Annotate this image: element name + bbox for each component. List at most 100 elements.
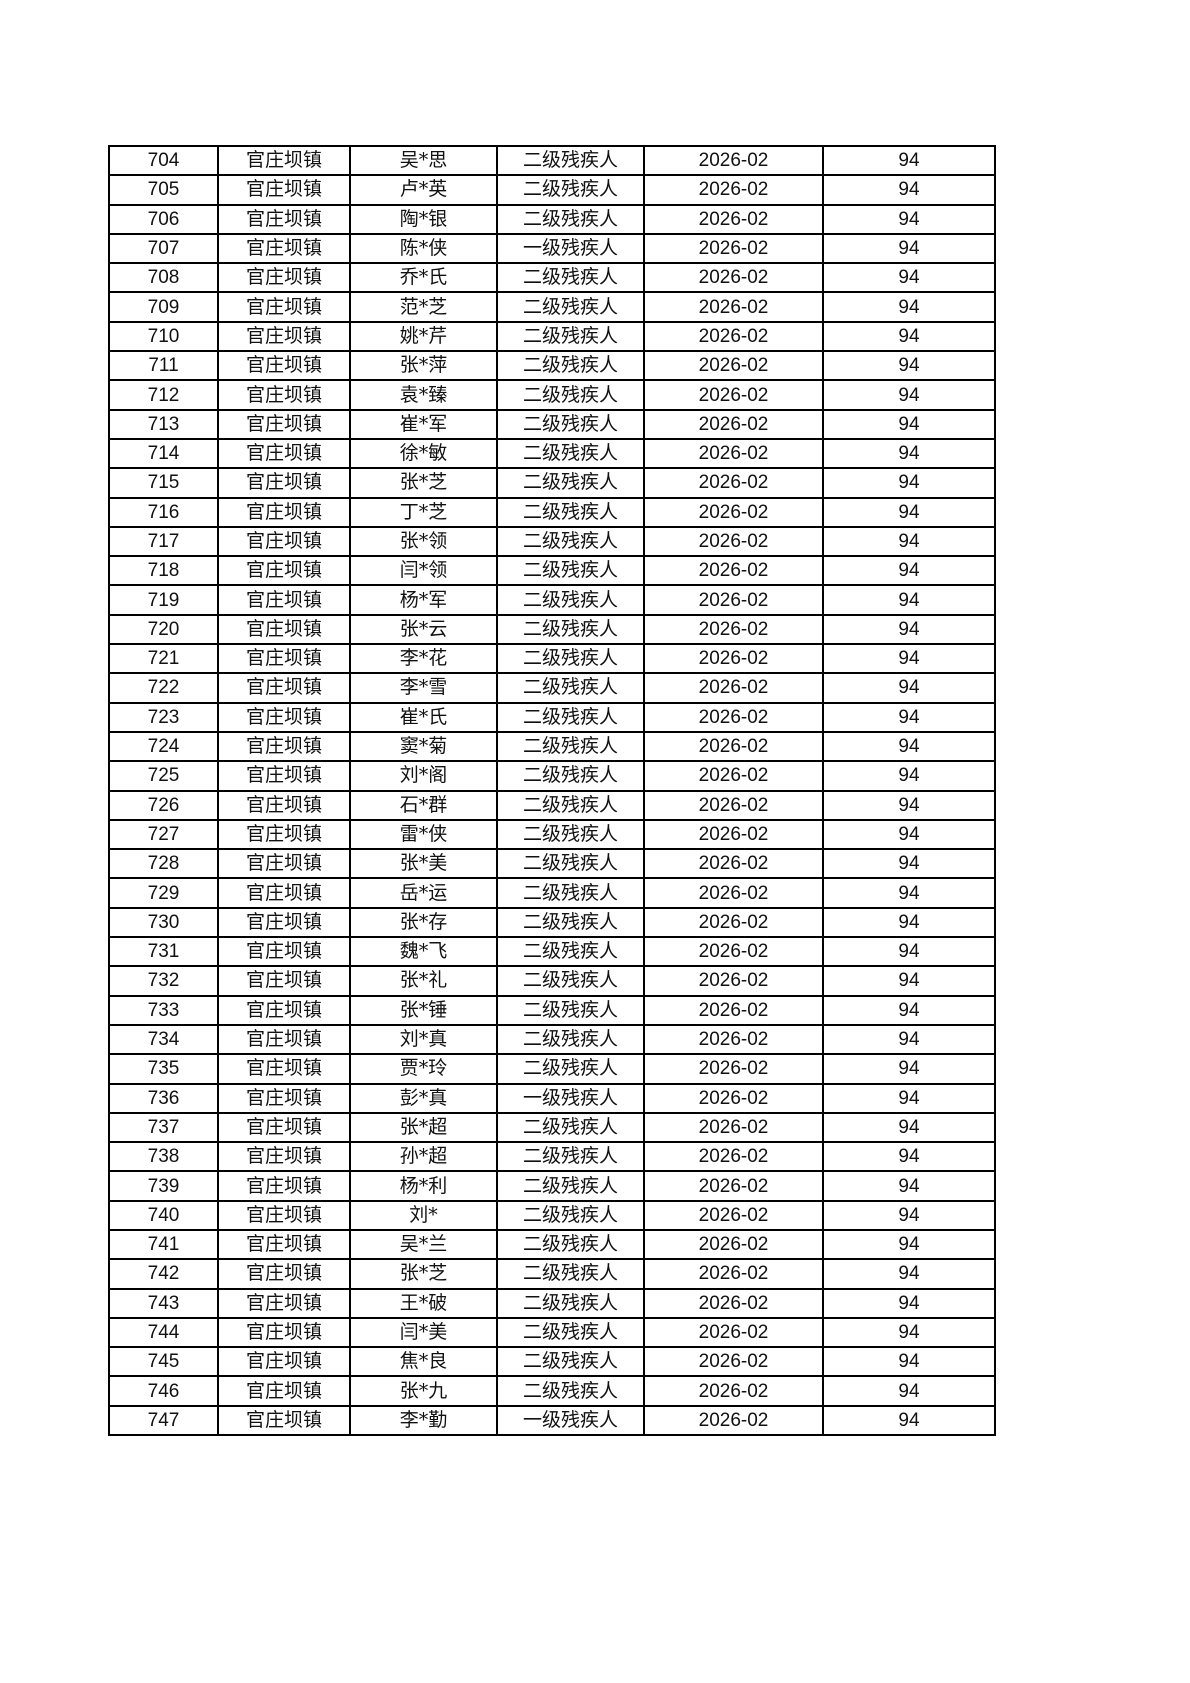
month-cell: 2026-02: [643, 584, 824, 616]
name-cell: 崔*军: [349, 408, 498, 440]
name-cell: 贾*玲: [349, 1053, 498, 1085]
month-cell: 2026-02: [643, 701, 824, 733]
name-cell: 吴*思: [349, 144, 498, 177]
town-cell: 官庄坝镇: [217, 1023, 351, 1056]
month-cell: 2026-02: [643, 643, 824, 675]
name-cell: 张*萍: [349, 350, 498, 382]
name-cell: 刘*阁: [349, 760, 498, 792]
name-cell: 岳*运: [349, 877, 498, 909]
month-cell: 2026-02: [643, 1316, 824, 1349]
index-cell: 712: [108, 379, 219, 411]
amount-cell: 94: [822, 1199, 996, 1231]
month-cell: 2026-02: [643, 613, 824, 646]
month-cell: 2026-02: [643, 408, 824, 440]
disability-level-cell: 二级残疾人: [496, 320, 645, 353]
index-cell: 705: [108, 174, 219, 206]
table-body: 704 官庄坝镇 吴*思 二级残疾人 2026-02 94 705 官庄坝镇 卢*英 二级残疾人 2…: [108, 144, 996, 1437]
amount-cell: 94: [822, 467, 996, 499]
name-cell: 杨*军: [349, 584, 498, 616]
table-row: 711 官庄坝镇 张*萍 二级残疾人 2026-02 94: [108, 350, 996, 382]
table-row: 744 官庄坝镇 闫*美 二级残疾人 2026-02 94: [108, 1316, 996, 1349]
disability-level-cell: 二级残疾人: [496, 1170, 645, 1202]
disability-level-cell: 二级残疾人: [496, 760, 645, 792]
month-cell: 2026-02: [643, 320, 824, 353]
town-cell: 官庄坝镇: [217, 203, 351, 235]
table-row: 714 官庄坝镇 徐*敏 二级残疾人 2026-02 94: [108, 437, 996, 470]
table-row: 712 官庄坝镇 袁*臻 二级残疾人 2026-02 94: [108, 379, 996, 411]
amount-cell: 94: [822, 848, 996, 880]
town-cell: 官庄坝镇: [217, 1316, 351, 1349]
index-cell: 719: [108, 584, 219, 616]
table-row: 733 官庄坝镇 张*锤 二级残疾人 2026-02 94: [108, 994, 996, 1026]
month-cell: 2026-02: [643, 848, 824, 880]
name-cell: 张*九: [349, 1375, 498, 1407]
disability-level-cell: 二级残疾人: [496, 262, 645, 294]
amount-cell: 94: [822, 144, 996, 177]
index-cell: 729: [108, 877, 219, 909]
amount-cell: 94: [822, 936, 996, 968]
disability-level-cell: 二级残疾人: [496, 555, 645, 587]
table-row: 746 官庄坝镇 张*九 二级残疾人 2026-02 94: [108, 1375, 996, 1407]
table-row: 724 官庄坝镇 窦*菊 二级残疾人 2026-02 94: [108, 730, 996, 763]
table-row: 732 官庄坝镇 张*礼 二级残疾人 2026-02 94: [108, 965, 996, 997]
index-cell: 720: [108, 613, 219, 646]
month-cell: 2026-02: [643, 994, 824, 1026]
month-cell: 2026-02: [643, 379, 824, 411]
amount-cell: 94: [822, 232, 996, 265]
disability-level-cell: 二级残疾人: [496, 818, 645, 851]
name-cell: 李*花: [349, 643, 498, 675]
name-cell: 吴*兰: [349, 1228, 498, 1261]
month-cell: 2026-02: [643, 936, 824, 968]
index-cell: 739: [108, 1170, 219, 1202]
table-row: 727 官庄坝镇 雷*侠 二级残疾人 2026-02 94: [108, 818, 996, 851]
table-row: 726 官庄坝镇 石*群 二级残疾人 2026-02 94: [108, 789, 996, 821]
town-cell: 官庄坝镇: [217, 1053, 351, 1085]
disability-level-cell: 二级残疾人: [496, 1287, 645, 1319]
amount-cell: 94: [822, 730, 996, 763]
table-row: 730 官庄坝镇 张*存 二级残疾人 2026-02 94: [108, 906, 996, 939]
amount-cell: 94: [822, 262, 996, 294]
town-cell: 官庄坝镇: [217, 877, 351, 909]
name-cell: 闫*美: [349, 1316, 498, 1349]
index-cell: 745: [108, 1346, 219, 1378]
disability-level-cell: 二级残疾人: [496, 672, 645, 704]
town-cell: 官庄坝镇: [217, 1375, 351, 1407]
amount-cell: 94: [822, 965, 996, 997]
table-row: 707 官庄坝镇 陈*侠 一级残疾人 2026-02 94: [108, 232, 996, 265]
subsidy-table: 704 官庄坝镇 吴*思 二级残疾人 2026-02 94 705 官庄坝镇 卢*英 二级残疾人 2…: [108, 144, 996, 1437]
disability-level-cell: 二级残疾人: [496, 1316, 645, 1349]
name-cell: 乔*氏: [349, 262, 498, 294]
month-cell: 2026-02: [643, 1023, 824, 1056]
name-cell: 张*芝: [349, 1258, 498, 1290]
index-cell: 715: [108, 467, 219, 499]
index-cell: 744: [108, 1316, 219, 1349]
town-cell: 官庄坝镇: [217, 1228, 351, 1261]
town-cell: 官庄坝镇: [217, 672, 351, 704]
index-cell: 747: [108, 1404, 219, 1437]
name-cell: 张*锤: [349, 994, 498, 1026]
table-row: 708 官庄坝镇 乔*氏 二级残疾人 2026-02 94: [108, 262, 996, 294]
amount-cell: 94: [822, 877, 996, 909]
amount-cell: 94: [822, 320, 996, 353]
town-cell: 官庄坝镇: [217, 437, 351, 470]
town-cell: 官庄坝镇: [217, 232, 351, 265]
town-cell: 官庄坝镇: [217, 525, 351, 558]
name-cell: 孙*超: [349, 1141, 498, 1173]
month-cell: 2026-02: [643, 1141, 824, 1173]
amount-cell: 94: [822, 994, 996, 1026]
name-cell: 雷*侠: [349, 818, 498, 851]
disability-level-cell: 二级残疾人: [496, 730, 645, 763]
index-cell: 722: [108, 672, 219, 704]
index-cell: 726: [108, 789, 219, 821]
index-cell: 709: [108, 291, 219, 323]
month-cell: 2026-02: [643, 525, 824, 558]
name-cell: 石*群: [349, 789, 498, 821]
disability-level-cell: 二级残疾人: [496, 1228, 645, 1261]
index-cell: 727: [108, 818, 219, 851]
disability-level-cell: 二级残疾人: [496, 203, 645, 235]
table-row: 716 官庄坝镇 丁*芝 二级残疾人 2026-02 94: [108, 496, 996, 528]
month-cell: 2026-02: [643, 1111, 824, 1144]
table-row: 705 官庄坝镇 卢*英 二级残疾人 2026-02 94: [108, 174, 996, 206]
amount-cell: 94: [822, 701, 996, 733]
table-row: 729 官庄坝镇 岳*运 二级残疾人 2026-02 94: [108, 877, 996, 909]
